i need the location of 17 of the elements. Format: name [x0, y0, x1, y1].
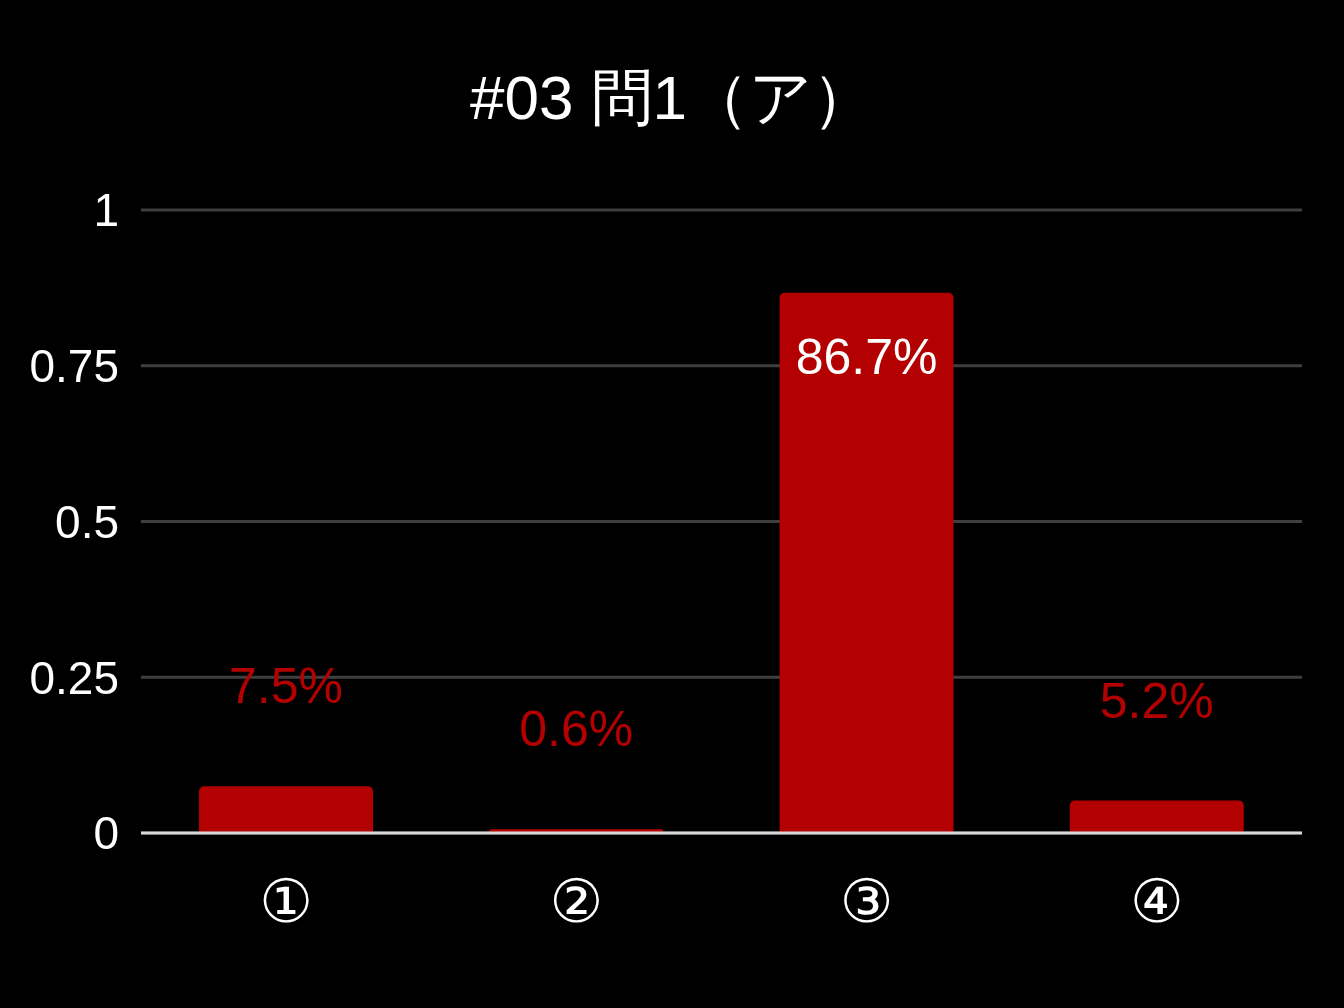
y-tick-label: 0	[93, 807, 119, 860]
x-tick-label: ③	[839, 865, 894, 936]
y-tick-label: 0.5	[55, 495, 119, 548]
data-label: 7.5%	[229, 658, 344, 715]
data-label: 86.7%	[795, 328, 938, 385]
chart-title: #03 問1（ア）	[469, 63, 875, 132]
y-tick-label: 0.25	[29, 651, 119, 704]
data-label: 0.6%	[519, 701, 634, 758]
data-label: 5.2%	[1099, 672, 1214, 729]
x-tick-label: ④	[1129, 865, 1184, 936]
y-tick-label: 0.75	[29, 340, 119, 393]
x-tick-label: ①	[259, 865, 314, 936]
x-tick-label: ②	[549, 865, 604, 936]
bar	[199, 786, 374, 833]
bar	[779, 292, 954, 833]
bar	[1069, 800, 1244, 833]
y-tick-label: 1	[93, 184, 119, 237]
